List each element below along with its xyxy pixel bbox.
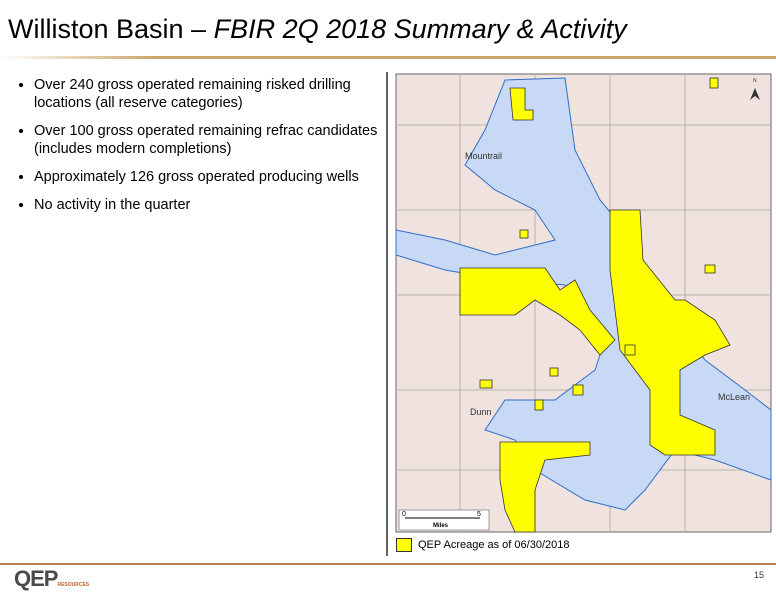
scale-label: Miles — [433, 523, 449, 529]
bullet-list: Over 240 gross operated remaining risked… — [14, 76, 384, 224]
legend-swatch — [396, 538, 412, 552]
logo-text: QEP — [14, 566, 58, 591]
divider — [0, 56, 776, 59]
logo: QEPRESOURCES — [14, 566, 89, 592]
map-label: McLean — [718, 392, 750, 402]
bullet: Over 100 gross operated remaining refrac… — [34, 122, 384, 158]
slide-title: Williston Basin – FBIR 2Q 2018 Summary &… — [8, 14, 627, 45]
logo-sub: RESOURCES — [57, 582, 90, 588]
bullet: Over 240 gross operated remaining risked… — [34, 76, 384, 112]
north-arrow: N — [753, 78, 757, 84]
map-legend: QEP Acreage as of 06/30/2018 — [396, 538, 569, 552]
bullet: No activity in the quarter — [34, 196, 384, 214]
map: Mountrail Dunn McLean N 0 Miles 5 — [386, 72, 772, 556]
map-label: Dunn — [470, 407, 492, 417]
divider — [0, 563, 776, 565]
page-number: 15 — [753, 570, 764, 580]
title-main: Williston Basin – — [8, 14, 214, 44]
title-italic: FBIR 2Q 2018 Summary & Activity — [213, 14, 627, 44]
scale-label: 0 — [402, 511, 406, 518]
map-label: Mountrail — [465, 151, 502, 161]
legend-text: QEP Acreage as of 06/30/2018 — [418, 539, 570, 551]
scale-label: 5 — [477, 511, 481, 518]
bullet: Approximately 126 gross operated produci… — [34, 168, 384, 186]
